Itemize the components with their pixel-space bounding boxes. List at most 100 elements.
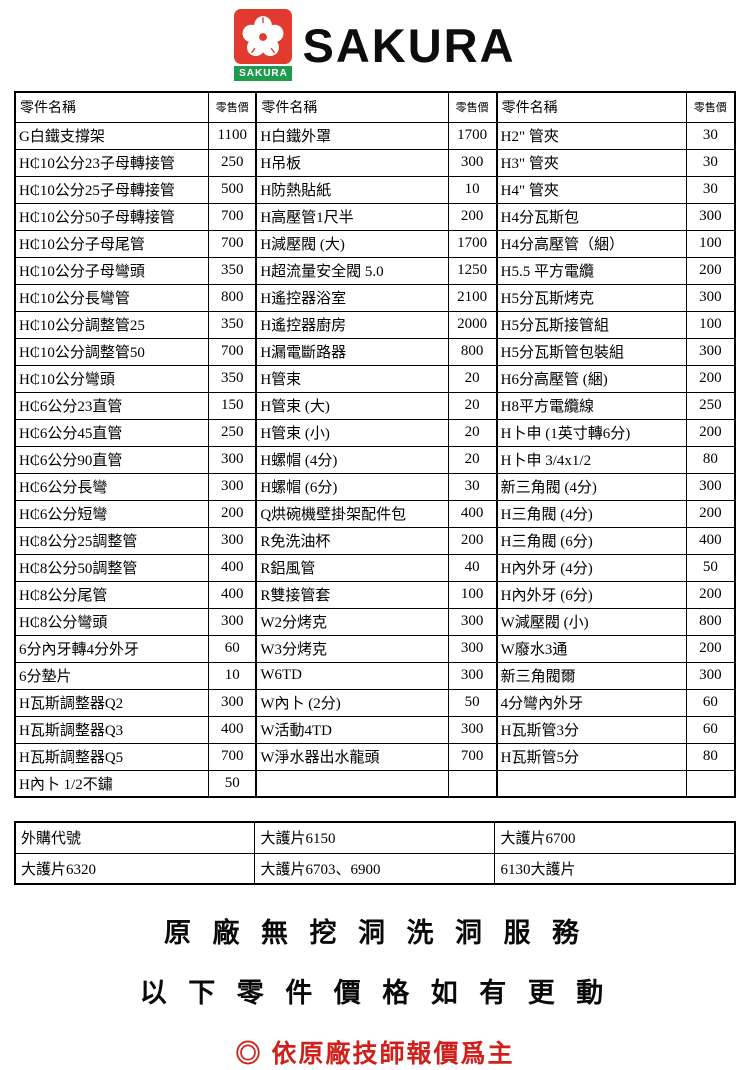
table-row: H₵10公分彎頭 350 H管束 20 H6分高壓管 (綑) 200 xyxy=(14,364,736,393)
table-row: H₵6公分23直管 150 H管束 (大) 20 H8平方電纜線 250 xyxy=(14,391,736,420)
table-row: G白鐵支撐架 1100 H白鐵外罩 1700 H2" 管夾 30 xyxy=(14,121,736,150)
table-row: 6分內牙轉4分外牙 60 W3分烤克 300 W廢水3通 200 xyxy=(14,634,736,663)
table-row: H₵10公分50子母轉接管 700 H高壓管1尺半 200 H4分瓦斯包 300 xyxy=(14,202,736,231)
parts-table-body: G白鐵支撐架 1100 H白鐵外罩 1700 H2" 管夾 30 H₵10公分23子母轉接管… xyxy=(14,121,736,798)
part-name-cell: R免洗油杯 xyxy=(255,526,449,555)
price-cell: 200 xyxy=(208,499,257,528)
price-cell: 80 xyxy=(685,445,736,474)
price-cell: 300 xyxy=(447,715,498,744)
price-cell: 10 xyxy=(447,175,498,204)
part-name-cell: H高壓管1尺半 xyxy=(255,202,449,231)
price-cell: 100 xyxy=(447,580,498,609)
part-name-cell: H漏電斷路器 xyxy=(255,337,449,366)
price-cell: 20 xyxy=(447,418,498,447)
table-row: H₵8公分25調整管 300 R免洗油杯 200 H三角閥 (6分) 400 xyxy=(14,526,736,555)
part-name-cell: 新三角閥爾 xyxy=(495,661,687,690)
notice-line-1: 原 廠 無 挖 洞 洗 洞 服 務 xyxy=(163,918,586,948)
part-name-cell: H4" 管夾 xyxy=(495,175,687,204)
part-name-cell: W內卜 (2分) xyxy=(255,688,449,717)
price-cell: 200 xyxy=(685,256,736,285)
brand-header: SAKURA SAKURA xyxy=(0,0,750,81)
part-name-cell: H₵6公分長彎 xyxy=(14,472,210,501)
purchase-table-row: 外購代號 大護片6150 大護片6700 xyxy=(14,821,736,854)
price-cell: 2000 xyxy=(447,310,498,339)
price-cell: 400 xyxy=(208,580,257,609)
part-name-cell: 6分內牙轉4分外牙 xyxy=(14,634,210,663)
price-cell: 50 xyxy=(685,553,736,582)
part-name-cell: H瓦斯調整器Q5 xyxy=(14,742,210,771)
price-cell: 20 xyxy=(447,445,498,474)
price-cell: 350 xyxy=(208,364,257,393)
purchase-code-cell: 大護片6150 xyxy=(254,821,496,854)
table-row: H₵10公分調整管25 350 H遙控器廚房 2000 H5分瓦斯接管組 100 xyxy=(14,310,736,339)
part-name-cell: H₵10公分彎頭 xyxy=(14,364,210,393)
part-name-cell: H5分瓦斯烤克 xyxy=(495,283,687,312)
table-row: H內卜 1/2不鏽 50 xyxy=(14,769,736,798)
price-cell: 1700 xyxy=(447,229,498,258)
part-name-cell: H內卜 1/2不鏽 xyxy=(14,769,210,798)
price-cell: 400 xyxy=(685,526,736,555)
part-name-cell: H₵10公分50子母轉接管 xyxy=(14,202,210,231)
price-cell: 300 xyxy=(208,688,257,717)
purchase-code-cell: 6130大護片 xyxy=(494,852,736,885)
price-cell: 10 xyxy=(208,661,257,690)
purchase-code-cell: 外購代號 xyxy=(14,821,256,854)
price-cell: 300 xyxy=(685,283,736,312)
retail-price-header: 零售價 xyxy=(447,91,498,123)
price-cell: 1100 xyxy=(208,121,257,150)
part-name-header: 零件名稱 xyxy=(255,91,449,123)
price-cell: 300 xyxy=(447,661,498,690)
part-name-cell: H內外牙 (4分) xyxy=(495,553,687,582)
price-cell: 250 xyxy=(685,391,736,420)
price-cell: 200 xyxy=(685,634,736,663)
part-name-cell: H瓦斯管5分 xyxy=(495,742,687,771)
price-cell: 80 xyxy=(685,742,736,771)
part-name-cell: H₵6公分90直管 xyxy=(14,445,210,474)
price-cell: 20 xyxy=(447,391,498,420)
price-cell: 500 xyxy=(208,175,257,204)
price-cell: 40 xyxy=(447,553,498,582)
price-cell: 300 xyxy=(208,607,257,636)
price-cell: 1700 xyxy=(447,121,498,150)
part-name-cell: H₵10公分23子母轉接管 xyxy=(14,148,210,177)
price-cell: 60 xyxy=(685,688,736,717)
parts-table-header-row: 零件名稱 零售價 零件名稱 零售價 零件名稱 零售價 xyxy=(14,91,736,123)
table-row: H₵10公分23子母轉接管 250 H吊板 300 H3" 管夾 30 xyxy=(14,148,736,177)
part-name-cell: H5分瓦斯管包裝組 xyxy=(495,337,687,366)
notice-line-2: 以 下 零 件 價 格 如 有 更 動 xyxy=(139,978,611,1008)
part-name-cell: H5分瓦斯接管組 xyxy=(495,310,687,339)
price-cell: 30 xyxy=(685,148,736,177)
price-cell: 300 xyxy=(685,472,736,501)
part-name-cell: R雙接管套 xyxy=(255,580,449,609)
part-name-cell: H螺帽 (4分) xyxy=(255,445,449,474)
price-cell: 300 xyxy=(208,472,257,501)
part-name-cell: H6分高壓管 (綑) xyxy=(495,364,687,393)
price-cell: 200 xyxy=(685,499,736,528)
price-cell xyxy=(447,769,498,798)
purchase-code-cell: 大護片6700 xyxy=(494,821,736,854)
price-cell: 350 xyxy=(208,310,257,339)
part-name-cell: H螺帽 (6分) xyxy=(255,472,449,501)
part-name-cell: H三角閥 (6分) xyxy=(495,526,687,555)
price-cell: 700 xyxy=(208,202,257,231)
price-cell: 700 xyxy=(208,337,257,366)
brand-wordmark: SAKURA xyxy=(302,18,516,72)
part-name-cell: 新三角閥 (4分) xyxy=(495,472,687,501)
price-cell: 300 xyxy=(685,337,736,366)
purchase-table-body: 外購代號 大護片6150 大護片6700 大護片6320 大護片6703、6900 613… xyxy=(14,821,736,885)
part-name-cell: H₵6公分45直管 xyxy=(14,418,210,447)
retail-price-header: 零售價 xyxy=(685,91,736,123)
table-row: H₵8公分50調整管 400 R鋁風管 40 H內外牙 (4分) 50 xyxy=(14,553,736,582)
part-name-cell: H防熱貼紙 xyxy=(255,175,449,204)
purchase-table-row: 大護片6320 大護片6703、6900 6130大護片 xyxy=(14,852,736,885)
table-row: H₵6公分45直管 250 H管束 (小) 20 H卜申 (1英寸轉6分) 200 xyxy=(14,418,736,447)
footer-notices: 原 廠 無 挖 洞 洗 洞 服 務 以 下 零 件 價 格 如 有 更 動 ◎ … xyxy=(0,911,750,1070)
part-name-cell: H白鐵外罩 xyxy=(255,121,449,150)
part-name-cell xyxy=(255,769,449,798)
part-name-cell: H₵10公分25子母轉接管 xyxy=(14,175,210,204)
part-name-cell: H瓦斯管3分 xyxy=(495,715,687,744)
part-name-cell: Q烘碗機壁掛架配件包 xyxy=(255,499,449,528)
price-cell: 300 xyxy=(685,202,736,231)
price-cell: 300 xyxy=(208,526,257,555)
part-name-cell: H內外牙 (6分) xyxy=(495,580,687,609)
